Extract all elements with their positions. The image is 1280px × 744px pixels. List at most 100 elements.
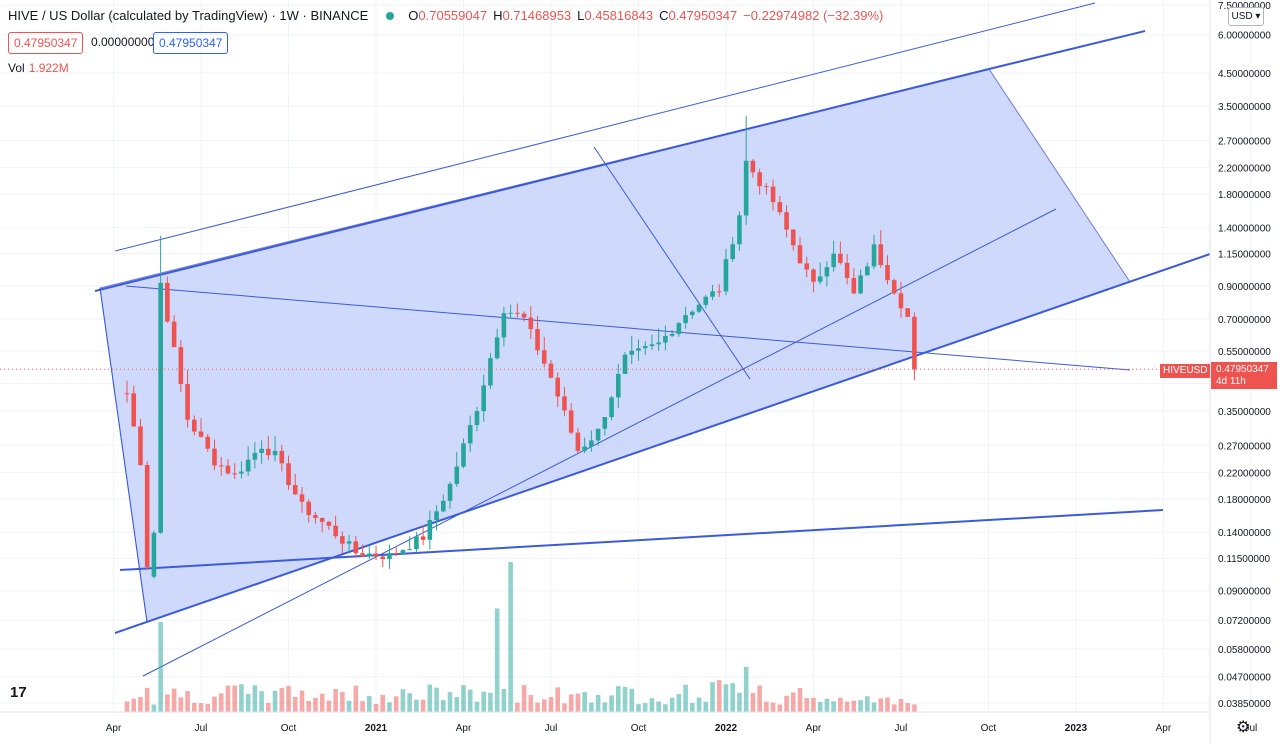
price-tick-label: 1.80000000 — [1218, 190, 1271, 201]
candle-body — [575, 432, 581, 451]
volume-bar — [777, 704, 783, 712]
candle-body — [858, 275, 863, 294]
candle-body — [885, 265, 890, 281]
candle-body — [817, 276, 823, 282]
volume-bar — [595, 694, 601, 712]
bid-price-box[interactable]: 0.47950347 — [8, 32, 84, 54]
volume-bar — [676, 694, 682, 712]
candle-body — [279, 450, 285, 464]
candle-body — [178, 347, 184, 384]
volume-bar — [158, 622, 163, 712]
candle-body — [871, 244, 877, 267]
candle-body — [165, 282, 170, 322]
candle-body — [764, 186, 769, 188]
ohlc-value: −0.22974982 (−32.39%) — [743, 8, 884, 23]
candle-body — [198, 431, 204, 437]
volume-bar — [192, 702, 197, 712]
candle-body — [844, 262, 850, 278]
price-tick-label: 2.20000000 — [1218, 164, 1271, 175]
price-tick-label: 1.15000000 — [1218, 249, 1271, 260]
volume-bar — [393, 696, 399, 712]
time-tick-label: Jul — [895, 723, 908, 734]
last-price-value: 0.47950347 — [1216, 364, 1269, 375]
candle-body — [535, 329, 540, 351]
volume-bar — [353, 685, 359, 712]
candle-body — [373, 553, 379, 557]
candle-body — [663, 335, 668, 343]
volume-bar — [292, 696, 298, 712]
volume-bar — [252, 685, 258, 712]
volume-bar — [609, 695, 614, 712]
candle-body — [245, 459, 251, 472]
volume-bar — [885, 697, 890, 712]
volume-bar — [488, 692, 493, 712]
volume-bar — [878, 698, 884, 712]
candle-body — [743, 160, 749, 216]
volume-bar — [165, 694, 170, 712]
tradingview-logo-icon[interactable]: 17 — [10, 684, 27, 701]
symbol-price-tag: HIVEUSD — [1160, 364, 1211, 378]
volume-bar — [811, 697, 816, 712]
candle-body — [770, 186, 776, 203]
candle-body — [481, 385, 486, 412]
volume-bar — [420, 699, 426, 712]
volume-bar — [582, 692, 587, 712]
time-tick-label: Oct — [281, 723, 297, 734]
volume-bar — [494, 608, 500, 712]
volume-bar — [427, 684, 433, 712]
volume-bar — [575, 693, 581, 712]
candle-body — [838, 253, 843, 263]
candle-body — [205, 436, 211, 449]
price-tick-label: 0.05800000 — [1218, 645, 1271, 656]
volume-bars — [124, 562, 917, 712]
candle-body — [649, 344, 655, 347]
candle-body — [622, 354, 628, 374]
time-tick-label: Apr — [806, 723, 822, 734]
ohlc-value: 0.71468953 — [502, 8, 572, 23]
price-tick-label: 0.11500000 — [1218, 554, 1271, 565]
volume-bar — [380, 694, 386, 712]
candle-body — [272, 450, 278, 456]
candle-body — [144, 464, 150, 567]
volume-bar — [716, 680, 722, 712]
volume-bar — [683, 684, 688, 712]
candle-body — [340, 536, 345, 544]
ohlc-value: 0.45816843 — [584, 8, 654, 23]
volume-bar — [703, 701, 709, 712]
volume-bar — [299, 690, 305, 712]
volume-bar — [212, 696, 217, 712]
volume-bar — [366, 696, 372, 712]
candle-body — [797, 245, 803, 264]
volume-bar — [245, 694, 251, 712]
time-tick-label: 2022 — [715, 723, 738, 734]
gear-icon[interactable]: ⚙ — [1236, 719, 1251, 736]
ask-price-box[interactable]: 0.47950347 — [153, 32, 229, 54]
volume-bar — [730, 683, 735, 712]
candle-body — [757, 172, 762, 187]
candle-body — [501, 313, 507, 338]
symbol-title[interactable]: HIVE / US Dollar (calculated by TradingV… — [8, 8, 369, 23]
candle-body — [629, 350, 635, 355]
volume-bar — [844, 701, 850, 712]
candle-body — [454, 466, 460, 484]
candle-body — [366, 553, 372, 557]
volume-bar — [615, 686, 621, 712]
volume-bar — [239, 684, 244, 712]
volume-bar — [912, 704, 917, 712]
candle-body — [225, 465, 231, 474]
candle-body — [804, 263, 810, 270]
candle-body — [313, 515, 318, 518]
volume-bar — [286, 685, 291, 712]
volume-bar — [171, 688, 177, 712]
candle-body — [609, 397, 614, 418]
time-tick-label: Oct — [631, 723, 647, 734]
volume-bar — [333, 688, 338, 712]
candle-body — [441, 500, 446, 512]
trend-line — [125, 285, 1131, 371]
candle-body — [218, 465, 224, 467]
candle-body — [474, 411, 480, 426]
currency-select[interactable]: USD ▾ — [1228, 7, 1264, 26]
time-tick-label: Oct — [981, 723, 997, 734]
volume-bar — [218, 693, 224, 712]
